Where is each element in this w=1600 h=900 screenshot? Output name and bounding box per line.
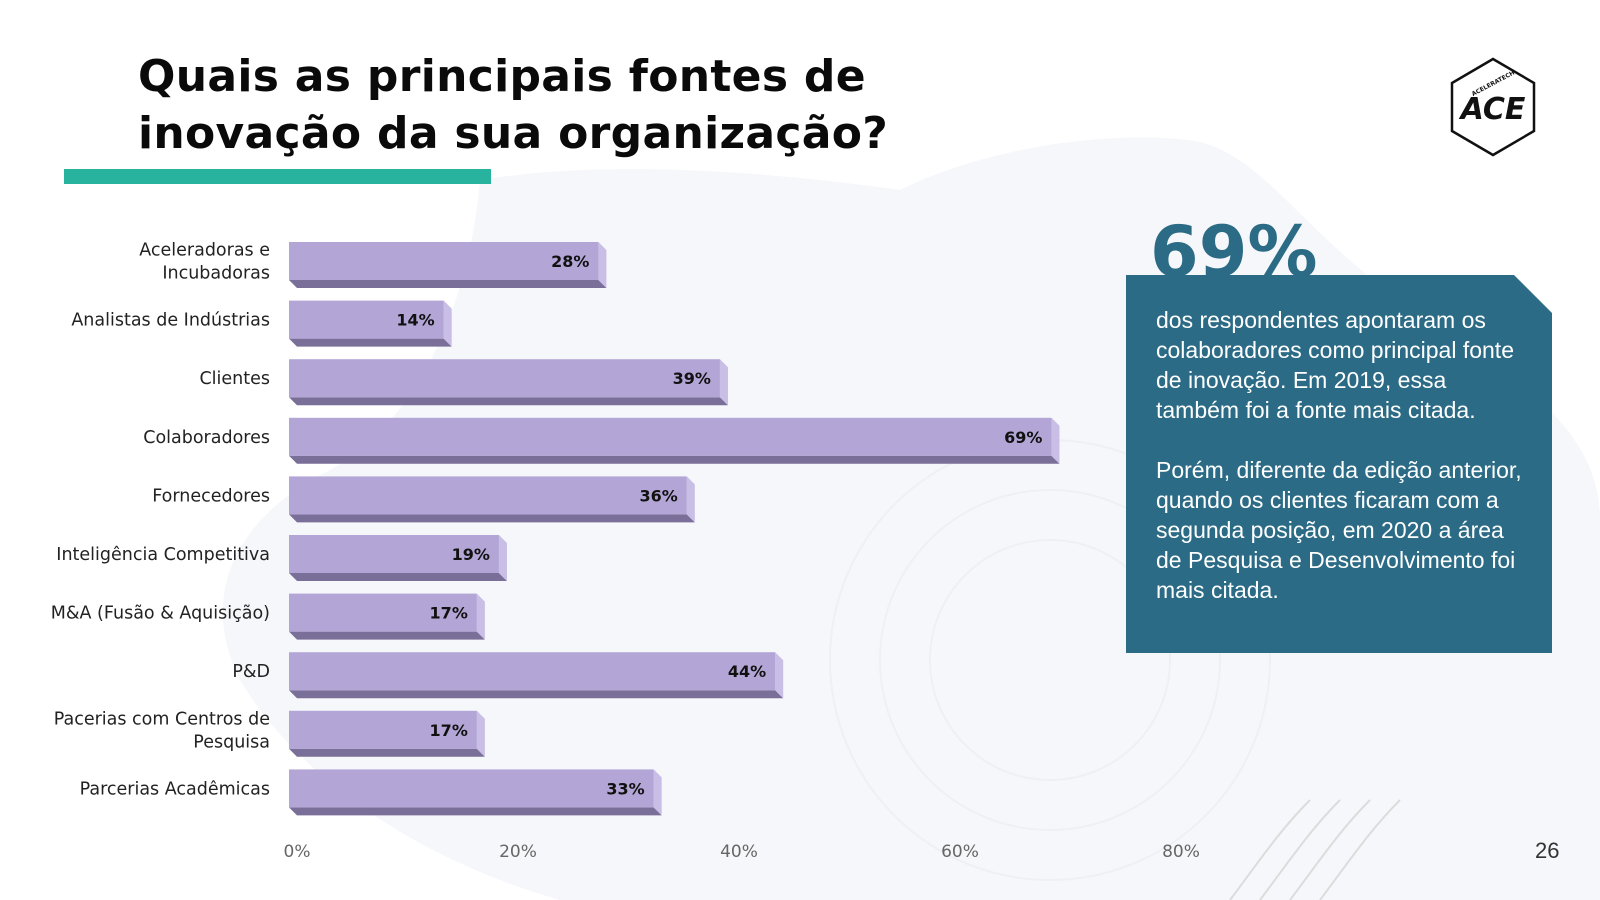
bar-group: 14% Analistas de Indústrias — [71, 300, 452, 347]
category-label: Incubadoras — [162, 264, 270, 284]
bar-value-label: 39% — [673, 369, 711, 388]
bar-value-label: 36% — [640, 486, 678, 505]
bar-group: 28% Aceleradoras e Incubadoras — [139, 241, 607, 288]
bar — [289, 652, 776, 691]
category-label: Analistas de Indústrias — [71, 311, 270, 331]
bar — [289, 476, 687, 515]
title-accent-bar — [64, 169, 491, 184]
category-label: Clientes — [199, 369, 270, 389]
category-label: Fornecedores — [152, 486, 270, 506]
bar-value-label: 69% — [1004, 428, 1042, 447]
category-label: Pacerias com Centros de — [54, 709, 270, 729]
category-label: Aceleradoras e — [139, 241, 270, 261]
hexagon-logo-icon: ACELERATECH ACE — [1450, 57, 1536, 157]
slide-title-line-1: Quais as principais fontes de — [138, 51, 866, 102]
bar-group: 69% Colaboradores — [143, 417, 1060, 464]
bar-side-face — [775, 652, 784, 699]
bar — [289, 242, 599, 280]
bar-side-face — [443, 300, 452, 347]
category-label: Inteligência Competitiva — [56, 545, 270, 565]
bar-bottom-face — [289, 514, 695, 523]
bar-side-face — [498, 535, 507, 581]
bar-chart: 28% Aceleradoras e Incubadoras 14% Analistas… — [51, 241, 1200, 863]
bar-value-label: 33% — [606, 779, 644, 798]
bar-value-label: 14% — [396, 311, 434, 330]
highlight-text: dos respondentes apontaram os colaborado… — [1156, 305, 1531, 635]
category-label: Parcerias Acadêmicas — [80, 779, 270, 799]
bar-bottom-face — [289, 573, 507, 581]
x-tick-label: 60% — [941, 842, 979, 862]
category-label: M&A (Fusão & Aquisição) — [51, 604, 270, 624]
bar — [289, 710, 477, 749]
x-tick-label: 40% — [720, 842, 758, 862]
bar — [289, 535, 499, 573]
highlight-number: 69% — [1150, 212, 1318, 275]
bar-side-face — [686, 476, 695, 523]
bar — [289, 593, 477, 632]
bar — [289, 359, 720, 398]
slide-title-line-2: inovação da sua organização? — [138, 108, 889, 159]
bar-group: 17% Pacerias com Centros de Pesquisa — [54, 709, 485, 757]
bar-bottom-face — [289, 455, 1060, 464]
bar-group: 17% M&A (Fusão & Aquisição) — [51, 593, 485, 640]
category-label: P&D — [232, 662, 270, 682]
bar-group: 44% P&D — [232, 652, 784, 699]
bar-bottom-face — [289, 631, 485, 640]
category-label: Pesquisa — [193, 732, 270, 752]
bar-bottom-face — [289, 397, 728, 406]
bar-value-label: 17% — [430, 604, 468, 623]
bar-side-face — [1051, 417, 1060, 464]
bar-side-face — [598, 242, 607, 288]
bar-side-face — [653, 769, 662, 816]
bar — [289, 769, 654, 808]
page-number: 26 — [1535, 838, 1560, 863]
highlight-paragraph-1: dos respondentes apontaram os colaborado… — [1156, 307, 1514, 423]
bar-group: 36% Fornecedores — [152, 476, 695, 523]
category-label: Colaboradores — [143, 428, 270, 448]
logo-text: ACE — [1459, 92, 1526, 127]
bar — [289, 417, 1052, 456]
bar — [289, 300, 444, 339]
bar-side-face — [476, 710, 485, 757]
bar-value-label: 44% — [728, 662, 766, 681]
slide-title: Quais as principais fontes de inovação d… — [138, 48, 1038, 162]
x-tick-label: 80% — [1162, 842, 1200, 862]
bar-group: 19% Inteligência Competitiva — [56, 535, 507, 581]
bar-side-face — [476, 593, 485, 640]
x-tick-label: 0% — [284, 842, 311, 862]
x-tick-label: 20% — [499, 842, 537, 862]
bar-value-label: 17% — [430, 721, 468, 740]
highlight-box — [1126, 275, 1552, 653]
bar-group: 33% Parcerias Acadêmicas — [80, 769, 662, 816]
bar-value-label: 19% — [452, 545, 490, 564]
bar-group: 39% Clientes — [199, 359, 728, 406]
bar-bottom-face — [289, 690, 784, 699]
bar-bottom-face — [289, 280, 607, 288]
bar-bottom-face — [289, 748, 485, 757]
bar-bottom-face — [289, 807, 662, 816]
bar-value-label: 28% — [551, 252, 589, 271]
bar-side-face — [719, 359, 728, 406]
bar-bottom-face — [289, 338, 452, 347]
highlight-paragraph-2: Porém, diferente da edição anterior, qua… — [1156, 457, 1522, 603]
